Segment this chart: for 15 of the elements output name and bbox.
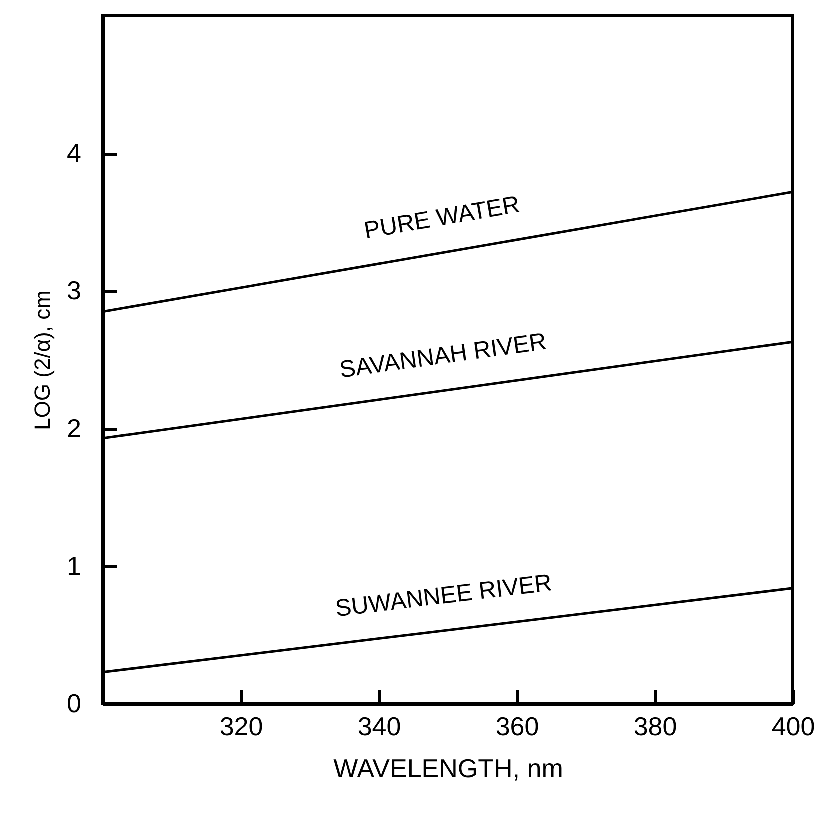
text: PURE WATER [362,191,522,245]
y-tick-label: 4 [67,138,82,168]
y-tick-label: 3 [67,276,82,306]
y-axis-title: LOG (2/α), cm [30,290,56,430]
x-axis-title: WAVELENGTH, nm [334,754,564,784]
y-tick-label: 2 [67,413,82,444]
x-tick-label: 380 [634,712,678,742]
x-tick-label: 340 [358,712,402,742]
text: SAVANNAH RIVER [338,328,548,384]
x-tick-label: 360 [496,712,540,742]
x-tick-label: 320 [220,712,264,742]
y-tick-label: 0 [67,688,82,718]
text: SUWANNEE RIVER [334,570,554,623]
y-tick-label: 1 [67,550,82,581]
x-tick-label: 400 [772,712,816,742]
